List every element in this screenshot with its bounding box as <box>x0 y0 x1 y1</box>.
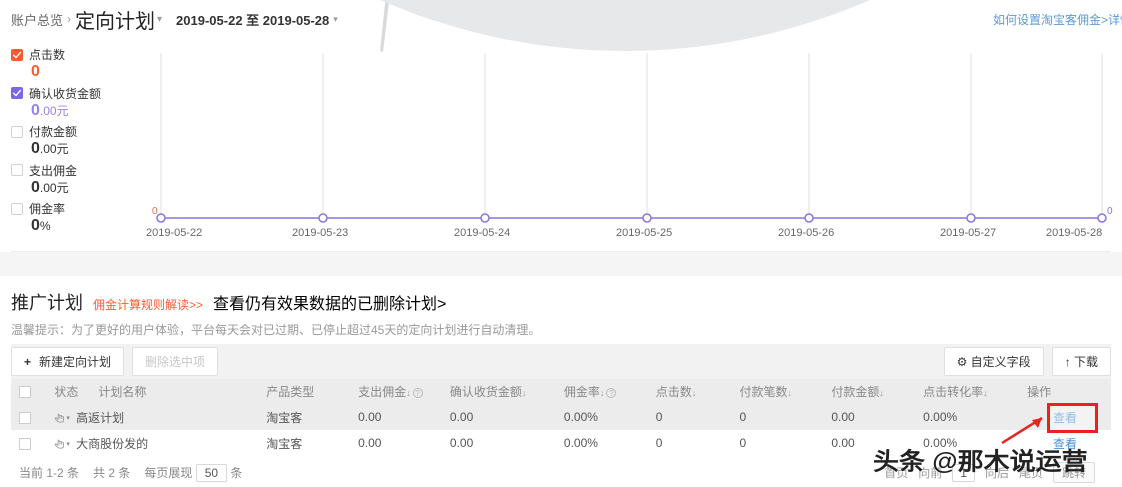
svg-text:2019-05-26: 2019-05-26 <box>778 227 834 239</box>
svg-text:2019-05-24: 2019-05-24 <box>454 227 510 239</box>
svg-text:0: 0 <box>152 206 158 217</box>
svg-text:2019-05-23: 2019-05-23 <box>292 227 348 239</box>
svg-text:2019-05-25: 2019-05-25 <box>616 227 672 239</box>
svg-text:2019-05-22: 2019-05-22 <box>146 227 202 239</box>
svg-text:0: 0 <box>1107 206 1113 217</box>
svg-text:2019-05-27: 2019-05-27 <box>940 227 996 239</box>
svg-text:2019-05-28: 2019-05-28 <box>1046 227 1102 239</box>
